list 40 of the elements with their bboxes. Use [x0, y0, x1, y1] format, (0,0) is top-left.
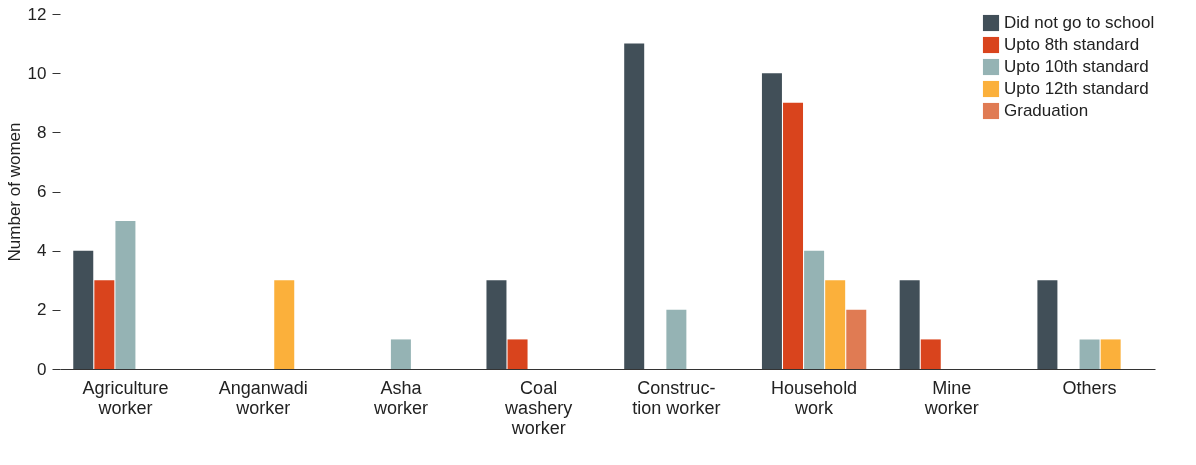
bar — [666, 309, 687, 369]
y-tick-label: 10 — [27, 63, 47, 83]
legend-label: Upto 8th standard — [1004, 35, 1140, 54]
x-tick-label: Asha worker — [372, 377, 428, 418]
bar — [1100, 339, 1121, 369]
legend-label: Did not go to school — [1004, 13, 1155, 32]
y-tick-label: 2 — [37, 300, 47, 320]
bar — [846, 309, 867, 369]
bar — [73, 250, 94, 369]
bar — [507, 339, 528, 369]
y-tick-label: 6 — [37, 182, 47, 201]
bar — [783, 102, 804, 369]
y-tick-label: 4 — [37, 241, 47, 261]
bar — [825, 280, 846, 369]
bar — [1079, 339, 1100, 369]
bar — [390, 339, 411, 369]
x-tick-label: Construc- tion worker — [632, 377, 721, 418]
legend-label: Upto 10th standard — [1004, 57, 1149, 76]
bar — [1037, 280, 1058, 369]
y-tick-label: 0 — [37, 359, 47, 379]
bar — [899, 280, 920, 369]
x-tick-label: Agriculture worker — [82, 377, 169, 418]
x-tick-label: Mine worker — [923, 377, 979, 418]
legend-label: Graduation — [1004, 101, 1089, 120]
x-tick-label: Others — [1062, 377, 1117, 398]
bar — [486, 280, 507, 369]
y-axis-title: Number of women — [4, 122, 24, 262]
bar — [115, 221, 136, 369]
bar — [94, 280, 115, 369]
x-tick-label: Coal washery worker — [504, 377, 573, 438]
bar — [624, 43, 645, 369]
bar — [274, 280, 295, 369]
bar — [920, 339, 941, 369]
bar — [761, 73, 782, 369]
y-tick-label: 12 — [27, 4, 47, 24]
x-tick-label: Anganwadi worker — [218, 377, 308, 418]
legend-label: Upto 12th standard — [1004, 79, 1149, 98]
bar — [804, 250, 825, 369]
x-tick-label: Household work — [771, 377, 858, 418]
y-tick-label: 8 — [37, 122, 47, 142]
